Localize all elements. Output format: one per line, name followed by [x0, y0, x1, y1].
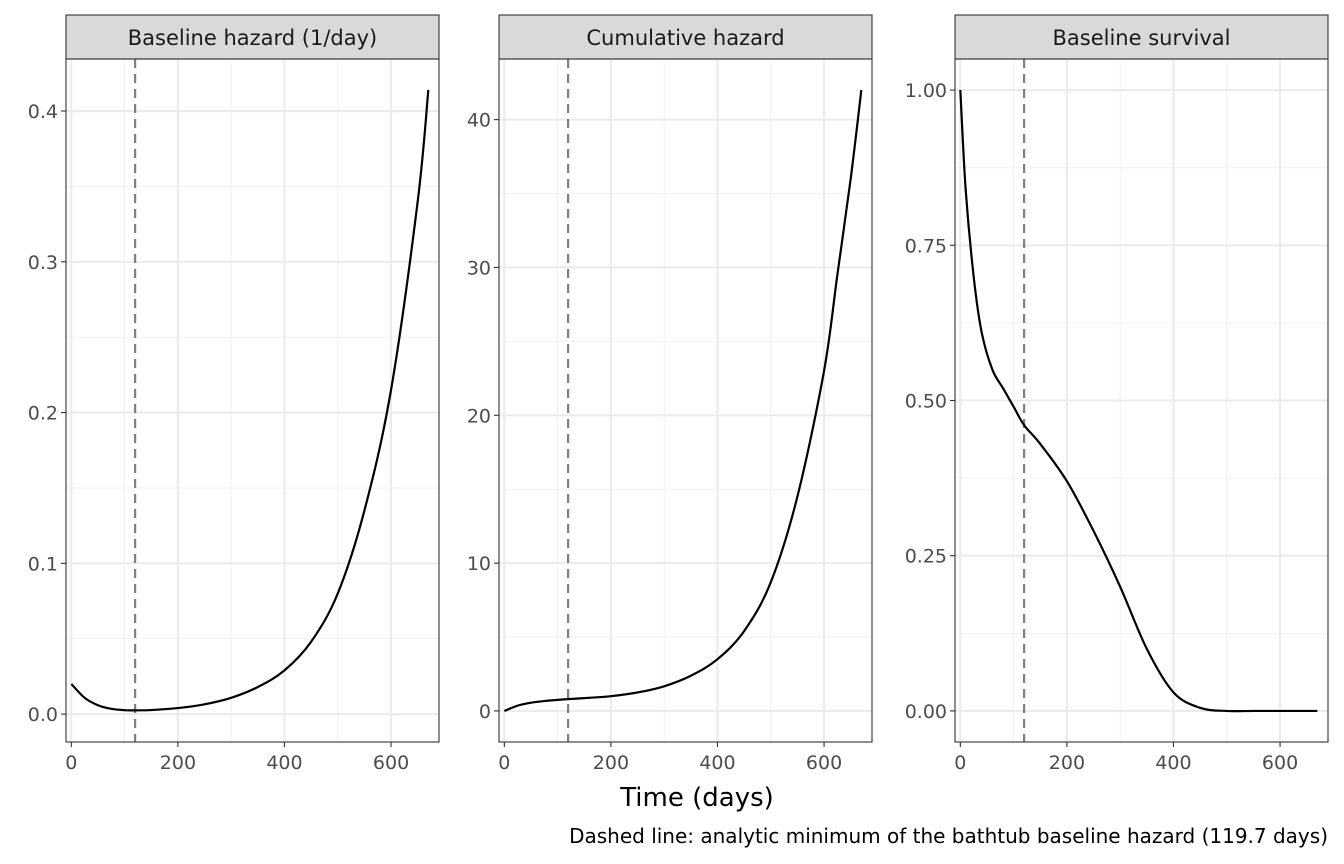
- x-tick-label: 0: [65, 752, 77, 774]
- strip-background: [65, 14, 440, 60]
- panel-cumulative-hazard: Cumulative hazard 0 200 400 600 0 10 20 30 40: [467, 14, 873, 774]
- caption: Dashed line: analytic minimum of the bat…: [569, 824, 1328, 848]
- x-axis-label: Time (days): [619, 783, 774, 813]
- x-tick-label: 400: [266, 752, 302, 774]
- y-tick-label: 10: [467, 553, 491, 575]
- x-tick-label: 600: [373, 752, 409, 774]
- series-line: [959, 89, 1318, 713]
- y-tick-label: 0.0: [28, 704, 58, 726]
- panel-baseline-hazard: Baseline hazard (1/day) 0 200 400 600 0.0 0.1…: [28, 14, 440, 774]
- panel-title: Baseline hazard (1/day): [128, 26, 378, 50]
- x-tick-label: 0: [954, 752, 966, 774]
- y-tick-label: 0.2: [28, 403, 58, 425]
- x-tick-label: 400: [699, 752, 735, 774]
- grid: [499, 59, 872, 742]
- strip-background: [498, 14, 873, 60]
- panel-border: [498, 58, 873, 743]
- axes: 0 200 400 600 0.0 0.1 0.2 0.3 0.4: [28, 101, 409, 774]
- y-tick-label: 0: [479, 701, 491, 723]
- x-tick-label: 200: [1049, 752, 1085, 774]
- series-line: [503, 89, 863, 712]
- y-tick-label: 30: [467, 257, 491, 279]
- series-line: [70, 89, 430, 712]
- y-tick-label: 0.4: [28, 101, 58, 123]
- y-tick-label: 0.3: [28, 252, 58, 274]
- y-tick-label: 0.50: [905, 391, 947, 413]
- axes: 0 200 400 600 0 10 20 30 40: [467, 110, 842, 774]
- y-tick-label: 20: [467, 405, 491, 427]
- x-tick-label: 600: [806, 752, 842, 774]
- x-tick-label: 400: [1155, 752, 1191, 774]
- x-tick-label: 200: [160, 752, 196, 774]
- panel-baseline-survival: Baseline survival 0 200 400 600 0.00 0.25 0.50…: [905, 14, 1329, 774]
- panel-title: Cumulative hazard: [586, 26, 784, 50]
- y-tick-label: 0.75: [905, 235, 947, 257]
- grid: [66, 59, 439, 742]
- y-tick-label: 0.1: [28, 553, 58, 575]
- x-tick-label: 600: [1262, 752, 1298, 774]
- panel-title: Baseline survival: [1053, 26, 1231, 50]
- y-tick-label: 0.00: [905, 701, 947, 723]
- grid: [955, 59, 1328, 742]
- y-tick-label: 1.00: [905, 80, 947, 102]
- y-tick-label: 0.25: [905, 546, 947, 568]
- axes: 0 200 400 600 0.00 0.25 0.50 0.75 1.00: [905, 80, 1298, 774]
- y-tick-label: 40: [467, 110, 491, 132]
- strip-background: [954, 14, 1329, 60]
- x-tick-label: 0: [498, 752, 510, 774]
- x-tick-label: 200: [593, 752, 629, 774]
- panel-border: [65, 58, 440, 743]
